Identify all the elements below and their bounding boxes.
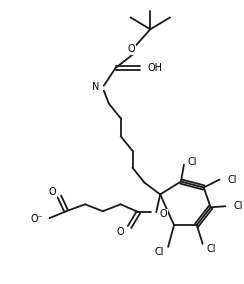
Text: Cl: Cl <box>233 201 243 211</box>
Text: O: O <box>159 209 167 219</box>
Text: Cl: Cl <box>155 247 164 257</box>
Text: O⁻: O⁻ <box>31 214 43 224</box>
Text: OH: OH <box>147 63 162 73</box>
Text: N: N <box>92 82 100 92</box>
Text: Cl: Cl <box>188 157 197 167</box>
Text: Cl: Cl <box>207 244 216 254</box>
Text: Cl: Cl <box>227 175 237 185</box>
Text: O: O <box>117 227 125 237</box>
Text: O: O <box>49 187 56 197</box>
Text: O: O <box>128 44 135 54</box>
